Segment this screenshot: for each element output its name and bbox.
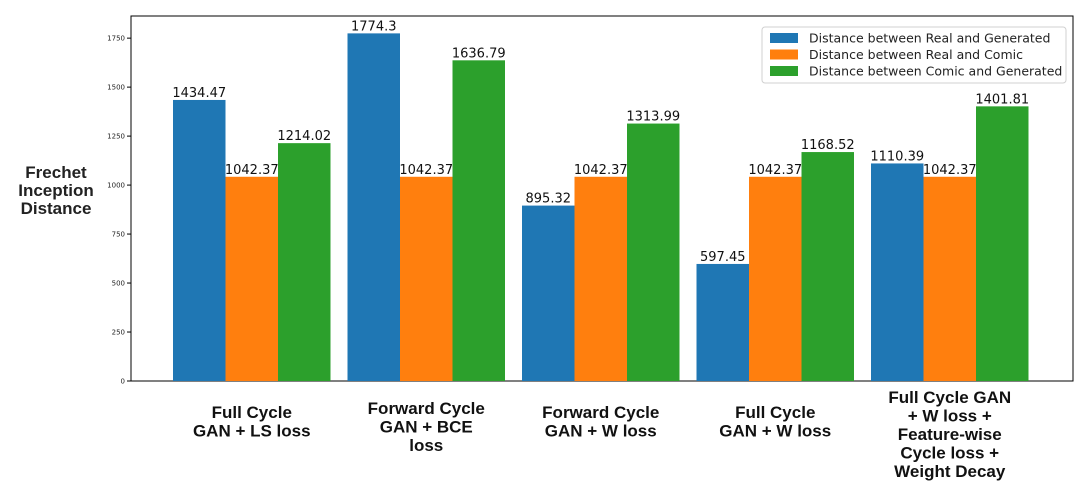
bar — [749, 176, 802, 381]
y-axis-label-line: Distance — [21, 199, 92, 218]
legend-swatch — [770, 49, 798, 60]
x-category-label: Cycle loss + — [900, 444, 999, 463]
y-tick-label: 1500 — [107, 84, 125, 92]
bar-value-label: 597.45 — [700, 250, 746, 265]
bar — [574, 176, 627, 381]
y-tick-label: 500 — [112, 280, 125, 288]
bar — [801, 152, 854, 381]
y-axis-label-line: Inception — [18, 181, 94, 200]
x-category-label: Full Cycle GAN — [888, 388, 1011, 407]
bar-value-label: 1042.37 — [225, 163, 279, 178]
x-category-label: loss — [409, 436, 443, 455]
y-tick-label: 1000 — [107, 182, 125, 190]
bar-value-label: 1042.37 — [748, 163, 802, 178]
x-category-label: Feature-wise — [898, 425, 1002, 444]
bar — [173, 99, 226, 382]
bar-value-label: 1042.37 — [923, 163, 977, 178]
y-axis-ticks: 0 250 500 750 1000 1250 1500 1750 — [107, 35, 131, 386]
bar-value-label: 1168.52 — [801, 138, 855, 153]
y-tick-label: 0 — [121, 378, 125, 386]
x-category-label: Full Cycle — [735, 403, 815, 422]
legend-entry-label: Distance between Comic and Generated — [809, 64, 1062, 79]
bar — [347, 33, 400, 382]
legend-entry-label: Distance between Real and Generated — [809, 31, 1050, 46]
x-category-label: + W loss + — [908, 407, 992, 426]
bar — [627, 123, 680, 381]
bar — [400, 176, 453, 381]
bar — [225, 176, 278, 381]
bar — [452, 60, 505, 382]
bars — [173, 33, 1029, 382]
legend-swatch — [770, 33, 798, 43]
bar-value-label: 1401.81 — [975, 92, 1029, 107]
y-tick-label: 750 — [112, 231, 125, 239]
bar — [923, 176, 976, 381]
x-category-label: GAN + BCE — [380, 418, 473, 437]
y-tick-label: 250 — [112, 329, 125, 337]
bar-value-label: 1774.3 — [351, 19, 397, 34]
bar-value-label: 1042.37 — [399, 163, 453, 178]
x-category-label: GAN + LS loss — [193, 422, 311, 441]
x-category-label: Forward Cycle — [368, 399, 485, 418]
bar-value-label: 895.32 — [526, 192, 572, 207]
x-category-label: Full Cycle — [212, 403, 292, 422]
legend: Distance between Real and GeneratedDista… — [761, 26, 1067, 84]
y-axis-label-line: Frechet — [25, 163, 87, 182]
x-category-label: Weight Decay — [894, 462, 1006, 481]
bar — [522, 205, 575, 381]
bar — [976, 106, 1029, 382]
bar-value-label: 1042.37 — [574, 163, 628, 178]
legend-entry-label: Distance between Real and Comic — [809, 47, 1023, 62]
x-category-label: GAN + W loss — [719, 422, 831, 441]
y-tick-label: 1250 — [107, 133, 125, 141]
bar-value-label: 1434.47 — [172, 86, 226, 101]
bar-value-label: 1313.99 — [626, 110, 680, 125]
bar — [871, 163, 924, 381]
bar — [278, 143, 331, 381]
data-labels: 1434.47 1042.37 1214.02 1774.3 1042.37 1636.7… — [172, 19, 1029, 265]
legend-box — [761, 26, 1067, 84]
bar-value-label: 1636.79 — [452, 46, 506, 61]
bar — [696, 263, 749, 381]
bar-value-label: 1110.39 — [870, 149, 924, 164]
x-category-label: GAN + W loss — [545, 422, 657, 441]
legend-swatch — [770, 66, 798, 76]
bar-value-label: 1214.02 — [277, 129, 331, 144]
x-category-label: Forward Cycle — [542, 403, 659, 422]
y-tick-label: 1750 — [107, 35, 125, 43]
